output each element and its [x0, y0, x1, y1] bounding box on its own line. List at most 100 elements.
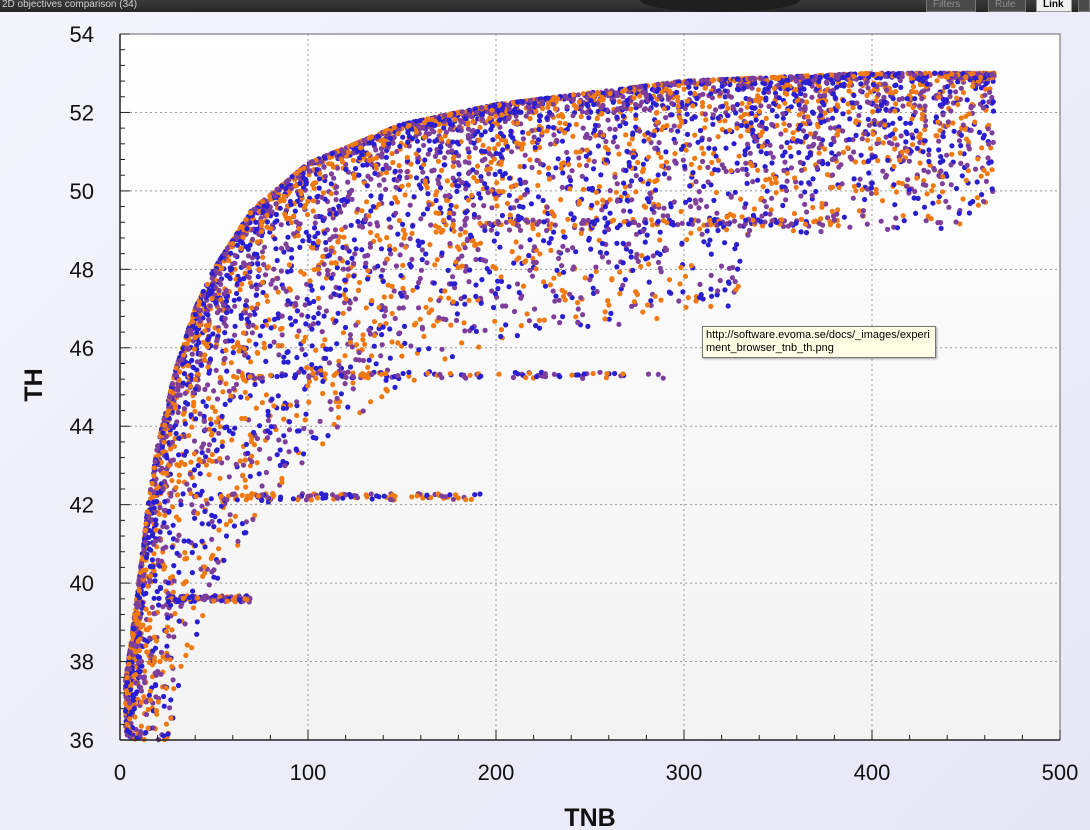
data-point	[216, 518, 223, 524]
data-point	[743, 201, 749, 207]
data-point	[531, 244, 538, 250]
data-point	[506, 192, 512, 198]
data-point	[462, 229, 468, 235]
data-point	[917, 103, 923, 109]
data-point	[270, 277, 276, 283]
data-point	[195, 463, 201, 469]
data-point	[974, 195, 981, 201]
data-point	[410, 287, 416, 293]
data-point	[586, 115, 592, 121]
data-point	[396, 305, 402, 311]
data-point	[281, 249, 287, 255]
data-point	[296, 328, 302, 334]
data-point	[242, 415, 248, 422]
data-point	[333, 190, 339, 196]
data-point	[576, 162, 583, 168]
data-point	[157, 584, 164, 591]
data-point	[199, 450, 205, 456]
data-point	[875, 108, 881, 114]
data-point	[176, 517, 182, 523]
data-point	[937, 127, 943, 134]
data-point	[392, 194, 398, 201]
data-point	[365, 268, 371, 274]
data-point	[552, 298, 558, 304]
data-point	[169, 627, 175, 633]
data-point	[663, 86, 669, 92]
data-point	[243, 217, 249, 223]
data-point	[559, 184, 565, 190]
data-point	[160, 654, 166, 660]
data-point	[334, 424, 340, 430]
data-point	[518, 195, 524, 201]
data-point	[547, 282, 554, 288]
data-point	[244, 298, 250, 304]
data-point	[829, 172, 836, 178]
data-point	[176, 358, 183, 364]
data-point	[320, 190, 327, 196]
data-point	[675, 103, 681, 109]
data-point	[335, 239, 341, 245]
data-point	[389, 339, 395, 345]
data-point	[157, 504, 163, 511]
data-point	[530, 259, 537, 265]
data-point	[505, 102, 511, 108]
data-point	[923, 218, 929, 224]
data-point	[188, 412, 194, 418]
data-point	[975, 202, 982, 208]
data-point	[937, 159, 943, 165]
data-point	[828, 125, 834, 131]
data-point	[499, 154, 505, 160]
data-point	[870, 109, 876, 115]
data-point	[620, 105, 626, 111]
data-point	[351, 237, 357, 243]
data-point	[176, 618, 182, 624]
data-point	[790, 136, 796, 142]
data-point	[836, 164, 842, 170]
data-point	[138, 729, 144, 735]
data-point	[376, 305, 382, 311]
data-point	[558, 165, 564, 171]
data-point	[342, 324, 349, 331]
data-point	[917, 160, 923, 166]
data-point	[708, 182, 714, 188]
data-point	[802, 92, 808, 98]
data-point	[273, 211, 279, 218]
data-point	[477, 240, 484, 246]
data-point	[373, 166, 379, 172]
data-point	[810, 204, 816, 211]
data-point	[278, 222, 284, 228]
data-point	[164, 653, 171, 659]
data-point	[162, 499, 168, 505]
data-point	[906, 158, 913, 164]
data-point	[783, 197, 789, 203]
data-point	[909, 88, 916, 95]
data-point	[239, 281, 245, 287]
data-point	[657, 229, 663, 235]
data-point	[708, 303, 714, 309]
data-point	[456, 124, 462, 130]
data-point	[709, 159, 715, 166]
data-point	[911, 195, 917, 201]
data-point	[126, 655, 132, 661]
data-point	[419, 257, 425, 263]
data-point	[478, 105, 485, 111]
data-point	[804, 209, 810, 215]
data-point	[594, 115, 600, 122]
data-point	[980, 135, 986, 141]
data-point	[683, 147, 689, 153]
data-point	[700, 151, 707, 157]
data-point	[882, 81, 888, 87]
data-point	[194, 631, 200, 637]
data-point	[690, 170, 696, 176]
data-point	[498, 278, 505, 284]
data-point	[668, 290, 674, 296]
data-point	[820, 161, 826, 167]
data-point	[753, 117, 759, 123]
data-point	[926, 158, 932, 165]
data-point	[661, 171, 668, 177]
data-point	[758, 75, 764, 81]
data-point	[517, 109, 523, 115]
data-point	[367, 221, 373, 227]
data-point	[487, 115, 493, 121]
data-point	[986, 99, 992, 105]
